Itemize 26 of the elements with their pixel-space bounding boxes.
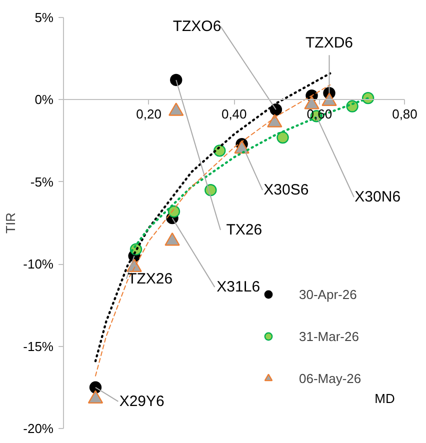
y-axis-title: TIR <box>3 212 18 234</box>
legend-label: 06-May-26 <box>299 370 362 386</box>
x-tick-label: 0,20 <box>136 106 162 122</box>
annotation: X29Y6 <box>119 392 164 410</box>
annotation: TZXO6 <box>172 18 222 36</box>
x-tick-label: 0,40 <box>221 106 247 122</box>
point <box>168 205 180 218</box>
annotation: X30N6 <box>354 188 401 206</box>
legend-label: 30-Apr-26 <box>299 286 357 302</box>
annotation: TZXD6 <box>305 34 354 52</box>
point <box>276 131 289 144</box>
annotation: TZX26 <box>128 270 173 288</box>
annotation: X31L6 <box>216 278 260 296</box>
x-tick-label: 0,80 <box>392 106 418 122</box>
y-tick-label: -20% <box>23 421 54 436</box>
annotation: TX26 <box>226 221 262 238</box>
legend-label: 31-Mar-26 <box>299 328 359 344</box>
x-axis-title: MD <box>374 391 395 406</box>
y-tick-label: -5% <box>30 174 54 190</box>
annotation: X30S6 <box>264 182 309 199</box>
y-tick-label: -15% <box>23 338 54 354</box>
y-tick-label: 5% <box>34 10 54 25</box>
y-tick-label: 0% <box>34 92 54 108</box>
point <box>170 74 182 86</box>
y-tick-label: -10% <box>23 256 54 272</box>
x-tick-label: 0,60 <box>306 106 332 122</box>
